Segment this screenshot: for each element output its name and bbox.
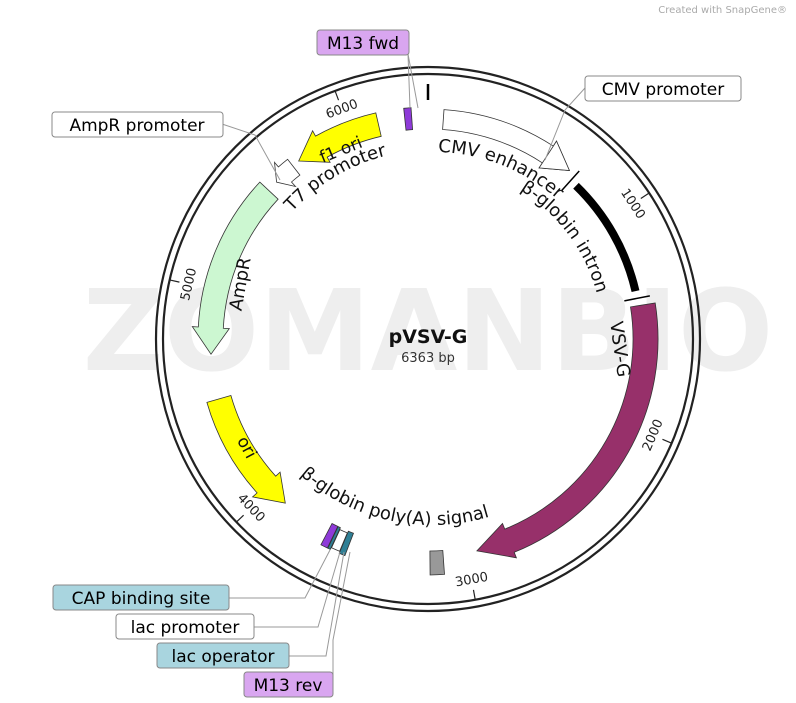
callout: AmpR promoter: [51, 111, 224, 138]
callout-label: AmpR promoter: [69, 116, 204, 136]
plasmid-size: 6363 bp: [401, 351, 455, 366]
cmv-promoter: [538, 140, 571, 171]
credit: Created with SnapGene®: [658, 5, 787, 16]
callout: lac operator: [156, 642, 290, 669]
callout-label: lac operator: [171, 647, 274, 667]
m13-rev: [320, 522, 339, 549]
tick-mark: [662, 438, 672, 444]
ampr: [191, 181, 279, 355]
tick-mark: [235, 514, 245, 523]
intron-end: [624, 295, 650, 302]
callout-label: lac promoter: [131, 618, 240, 638]
cap-site: [338, 530, 355, 557]
backbone-inner: [161, 72, 695, 606]
intron-end: [561, 170, 580, 191]
callout: lac promoter: [115, 613, 255, 640]
tick-mark: [334, 90, 340, 101]
tick-label: 5000: [178, 267, 200, 303]
callout-label: M13 fwd: [327, 34, 399, 54]
callout: CAP binding site: [52, 584, 230, 611]
polya-signal: [429, 550, 445, 576]
callout-label: CMV promoter: [602, 80, 724, 100]
callout: M13 fwd: [316, 29, 410, 56]
vsv-g: [476, 302, 659, 559]
callout: M13 rev: [243, 671, 334, 698]
f1-ori: [298, 112, 382, 163]
m13-fwd: [403, 107, 414, 131]
tick-mark: [169, 279, 180, 283]
tick-label: 2000: [640, 417, 667, 453]
tick-mark: [640, 192, 650, 200]
callout-label: CAP binding site: [72, 589, 211, 609]
tick-mark: [472, 589, 476, 600]
ori: [206, 395, 286, 504]
tick-label: 1000: [617, 186, 648, 222]
beta-globin-intron: [573, 182, 640, 292]
ampr-promoter: [273, 158, 301, 188]
plasmid-name: pVSV-G: [389, 326, 468, 348]
feature-label: β-globin poly(A) signal: [297, 463, 491, 530]
callout-label: M13 rev: [254, 676, 323, 696]
callout: CMV promoter: [584, 75, 742, 102]
tick-label: 3000: [454, 570, 489, 591]
backbone-outer: [154, 65, 702, 613]
